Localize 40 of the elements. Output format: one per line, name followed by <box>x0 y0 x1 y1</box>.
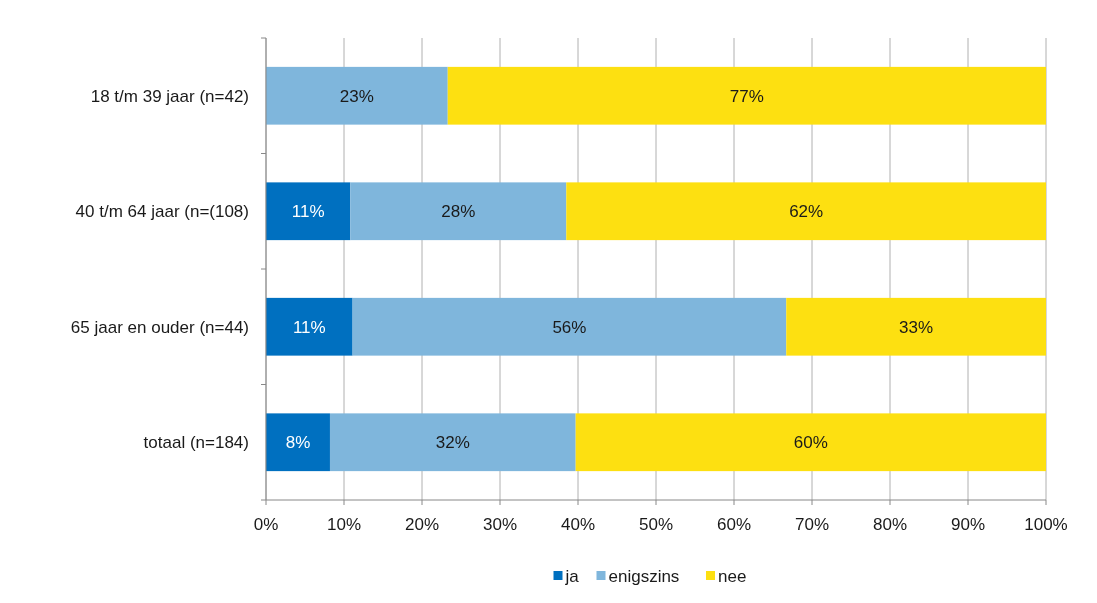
x-tick-label: 90% <box>950 515 986 534</box>
legend-label: ja <box>564 566 580 586</box>
bar <box>329 413 576 472</box>
x-tick-label: 70% <box>794 515 830 534</box>
x-tick-label: 50% <box>638 515 674 534</box>
y-tick-label: 40 t/m 64 jaar (n=(108) <box>75 202 249 222</box>
data-label: 23% <box>339 86 374 106</box>
x-tick-label: 40% <box>560 515 596 534</box>
bar <box>266 66 448 125</box>
x-tick-label: 60% <box>716 515 752 534</box>
data-label: 8% <box>285 433 311 453</box>
bar <box>350 182 567 241</box>
bar <box>566 182 1046 241</box>
bar <box>447 66 1046 125</box>
bar <box>266 413 330 472</box>
data-label: 11% <box>292 317 326 337</box>
y-tick-label: totaal (n=184) <box>143 433 249 453</box>
legend-label: nee <box>718 566 747 586</box>
data-label: 11% <box>291 202 325 222</box>
x-tick-label: 10% <box>326 515 362 534</box>
x-tick-label: 80% <box>872 515 908 534</box>
x-tick-label: 0% <box>253 515 279 534</box>
bar <box>266 297 353 356</box>
bar <box>786 297 1046 356</box>
bar <box>575 413 1046 472</box>
data-label: 60% <box>793 433 828 453</box>
data-label: 28% <box>441 202 476 222</box>
data-label: 56% <box>552 317 587 337</box>
x-tick-label: 20% <box>404 515 440 534</box>
y-tick-label: 18 t/m 39 jaar (n=42) <box>90 86 249 106</box>
x-tick-label: 100% <box>1024 515 1068 534</box>
data-label: 32% <box>435 433 470 453</box>
data-label: 62% <box>789 202 824 222</box>
data-label: 77% <box>729 86 764 106</box>
bar <box>352 297 787 356</box>
data-label: 33% <box>899 317 934 337</box>
legend-label: enigszins <box>608 566 680 586</box>
x-tick-label: 30% <box>482 515 518 534</box>
bar <box>266 182 351 241</box>
y-tick-label: 65 jaar en ouder (n=44) <box>70 317 249 337</box>
